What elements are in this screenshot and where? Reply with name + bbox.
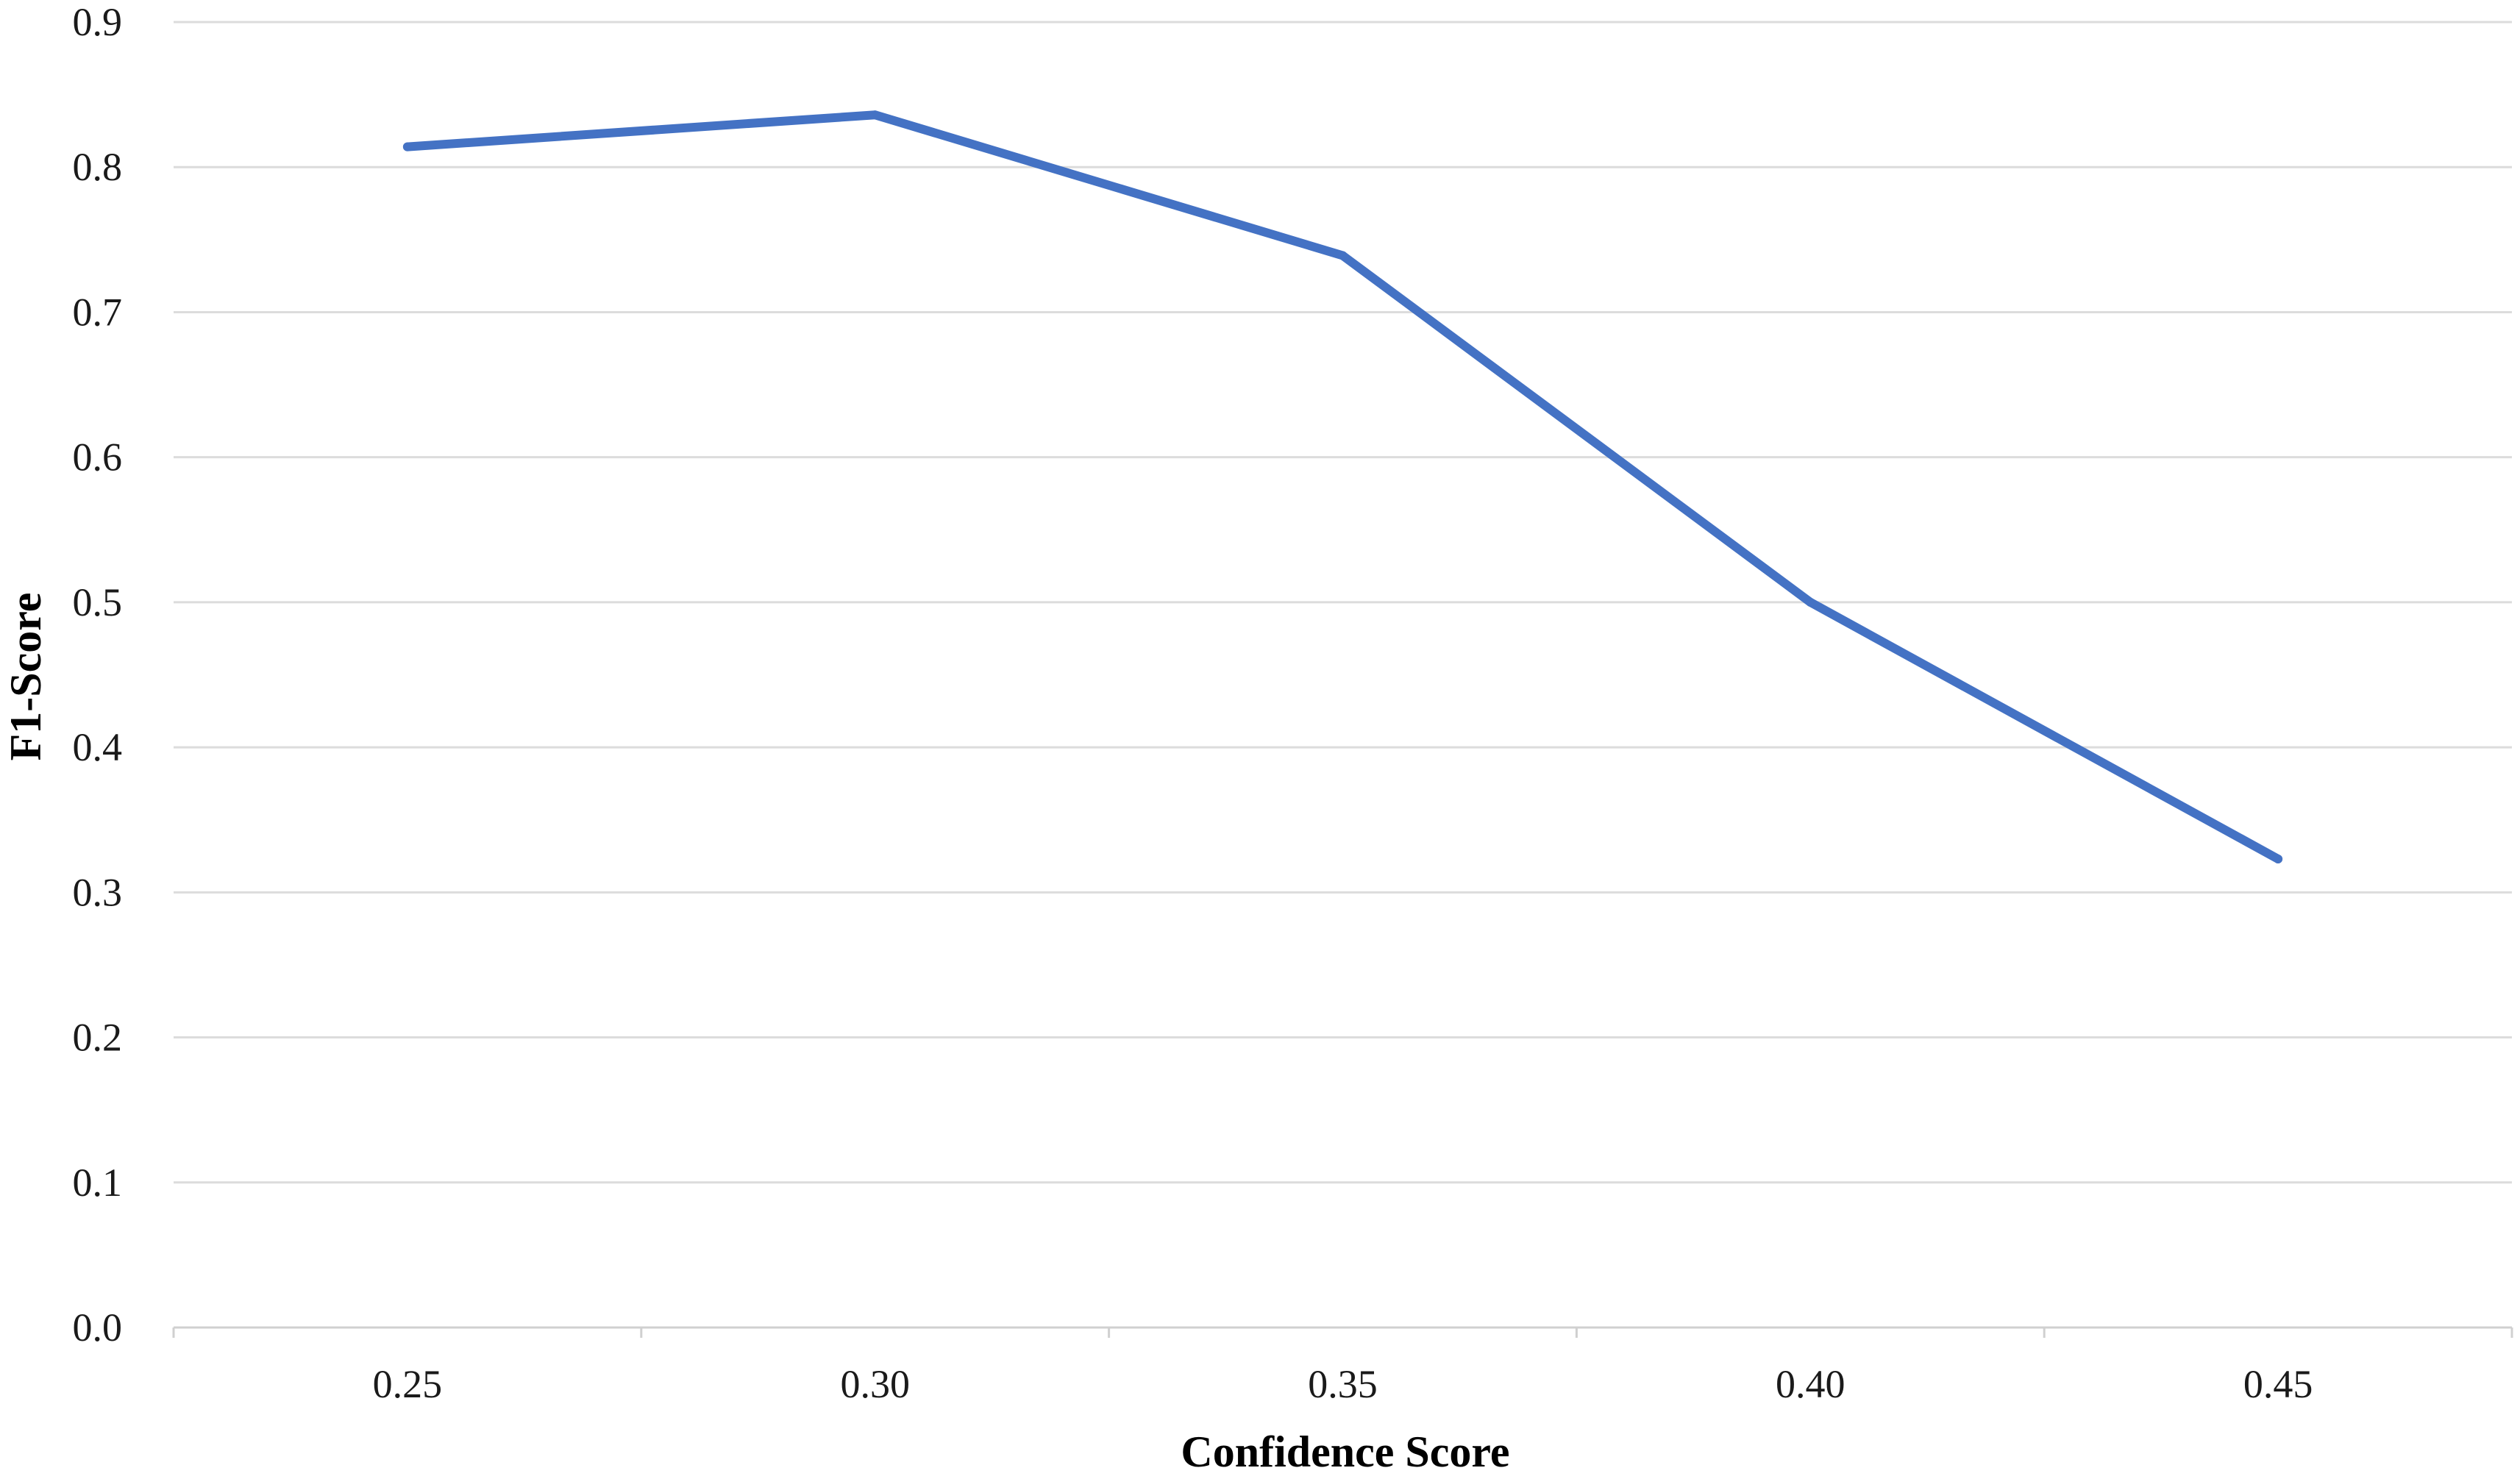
data-point [402,142,412,152]
data-point [870,110,880,120]
x-tick-label: 0.25 [373,1362,443,1406]
data-point [1338,251,1348,260]
data-point [2274,854,2283,863]
x-axis-title: Confidence Score [1181,1428,1509,1476]
x-tick-label: 0.40 [1776,1362,1845,1406]
y-axis-tick-labels: 0.0 0.1 0.2 0.3 0.4 0.5 0.6 0.7 0.8 0.9 [73,0,123,1350]
y-tick-label: 0.4 [73,725,123,769]
y-tick-label: 0.8 [73,145,123,189]
x-axis [172,1326,2513,1338]
gridlines [174,21,2512,1184]
y-axis-title: F1-Score [1,593,50,761]
y-tick-label: 0.1 [73,1161,123,1205]
series-lines [402,110,2283,863]
y-tick-label: 0.6 [73,435,123,480]
y-tick-label: 0.9 [73,0,123,44]
x-tick-label: 0.35 [1308,1362,1378,1406]
x-tick-label: 0.45 [2243,1362,2313,1406]
y-tick-label: 0.3 [73,870,123,914]
x-axis-tick-labels: 0.25 0.30 0.35 0.40 0.45 [373,1362,2313,1406]
y-tick-label: 0.5 [73,580,123,624]
x-tick-label: 0.30 [840,1362,910,1406]
y-tick-label: 0.2 [73,1016,123,1060]
y-tick-label: 0.0 [73,1305,123,1350]
data-point [1806,597,1815,607]
y-tick-label: 0.7 [73,290,123,334]
